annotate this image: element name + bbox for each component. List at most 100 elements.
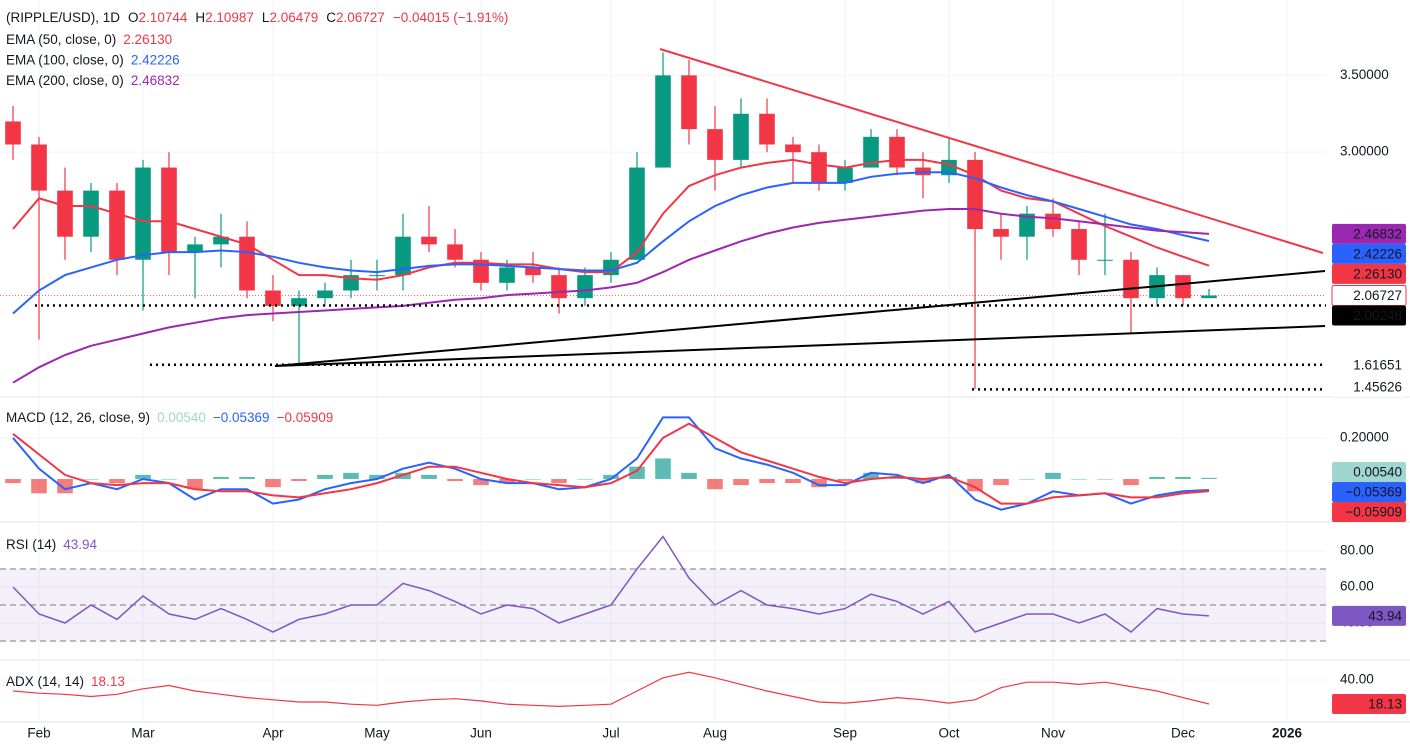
histogram-bar [109,478,125,484]
histogram-bar [187,478,203,490]
histogram-bar [1201,477,1217,479]
candle-body [1123,259,1139,299]
indicator-line [12,422,1210,505]
histogram-bar [57,478,73,494]
histogram-bar [239,476,255,479]
candle-body [317,290,333,299]
legend-text: 2.06479 [269,10,318,25]
price-label: 43.94 [1368,608,1402,623]
legend-row: EMA (100, close, 0) 2.42226 [6,52,180,67]
overlay: Feb Mar Apr May Jun Jul Aug Sep Oct Nov Dec 2026 3.0… [6,10,1407,741]
histogram-bar [317,474,333,479]
legend-row: EMA (50, close, 0) 2.26130 [6,32,172,47]
legend-text: 2.10744 [139,10,188,25]
legend-row: (RIPPLE/USD), 1D O2.10744 H2.10987 L2.06479… [6,10,508,25]
x-tick-label: Dec [1171,726,1195,741]
candle-body [993,229,1009,237]
price-label-box [1332,502,1406,522]
candle-body [1019,213,1035,237]
histogram-bar [733,478,749,486]
indicator-line [12,535,1210,633]
histogram-bar [915,478,931,484]
legend-text: O [128,10,139,25]
legend-text: −0.04015 (−1.91%) [393,10,509,25]
x-tick-label: Aug [703,726,727,741]
candle-body [577,275,593,299]
histogram-bar [681,472,697,479]
legend-row: EMA (200, close, 0) 2.46832 [6,73,180,88]
histogram-bar [265,478,281,488]
histogram-bar [161,478,177,480]
price-label-box [1332,243,1406,264]
histogram-bar [525,478,541,480]
legend-text: −0.05909 [277,410,334,425]
legend-text: 0.00540 [157,410,206,425]
histogram-bar [1019,478,1035,480]
y-tick-label: 40.00 [1340,672,1374,687]
histogram-bar [343,472,359,479]
price-label-box [1332,377,1406,397]
indicator-line [12,416,1210,511]
price-label: 2.42226 [1353,246,1402,261]
histogram-bar [551,478,567,484]
histogram-bar [499,478,515,484]
candle-body [109,190,125,260]
candle-body [1071,229,1087,260]
histogram-bar [1071,478,1087,480]
histogram-bar [863,472,879,479]
legend-text: H [195,10,205,25]
candle-body [681,75,697,130]
histogram-bar [83,478,99,480]
legend-text: 43.94 [63,537,97,552]
legend-text: 2.06727 [336,10,385,25]
legend-row: MACD (12, 26, close, 9) 0.00540 −0.05369 −0… [6,410,333,425]
y-tick-label: 3.00000 [1340,144,1389,159]
legend-text: EMA (50, close, 0) [6,32,116,47]
candle-body [889,136,905,168]
trendline [274,325,1326,367]
trendline [274,270,1326,367]
legend-text: MACD (12, 26, close, 9) [6,410,150,425]
candle-body [733,113,749,160]
histogram-bar [629,466,645,479]
candle-body [1201,295,1217,299]
legend-row: ADX (14, 14) 18.13 [6,674,125,689]
price-label-box [1332,605,1406,626]
candle-body [525,267,541,276]
x-tick-label: Feb [27,726,50,741]
legend-text: L [262,10,270,25]
candle-body [161,167,177,253]
x-tick-label: Nov [1041,726,1065,741]
x-tick-label: 2026 [1272,726,1303,741]
price-label-box [1332,263,1406,284]
legend-row: RSI (14) 43.94 [6,537,98,552]
legend-text: 2.10987 [205,10,254,25]
y-tick-label: 3.50000 [1340,67,1389,82]
candle-body [499,267,515,283]
price-label-box [1332,223,1406,244]
price-label-box [1332,354,1406,375]
candle-body [291,298,307,306]
price-label: 18.13 [1368,697,1402,712]
price-label: 0.00540 [1353,465,1402,480]
x-tick-label: May [364,726,390,741]
histogram-bar [837,478,853,482]
candle-body [31,144,47,191]
x-tick-label: Jun [470,726,492,741]
histogram-bar [967,478,983,492]
histogram-bar [447,478,463,482]
candle-body [1175,275,1191,299]
histogram-bar [5,478,21,484]
indicator-line [12,158,1210,281]
candle-body [1045,213,1061,230]
indicator-line [12,208,1210,384]
x-tick-label: Mar [131,726,155,741]
candle-body [551,275,567,299]
legend-text: ADX (14, 14) [6,674,84,689]
x-tick-label: Oct [938,726,959,741]
legend-text: 2.26130 [123,32,172,47]
grid [0,0,1410,723]
x-tick-label: Jul [602,726,619,741]
legend-text: 2.42226 [131,52,180,67]
